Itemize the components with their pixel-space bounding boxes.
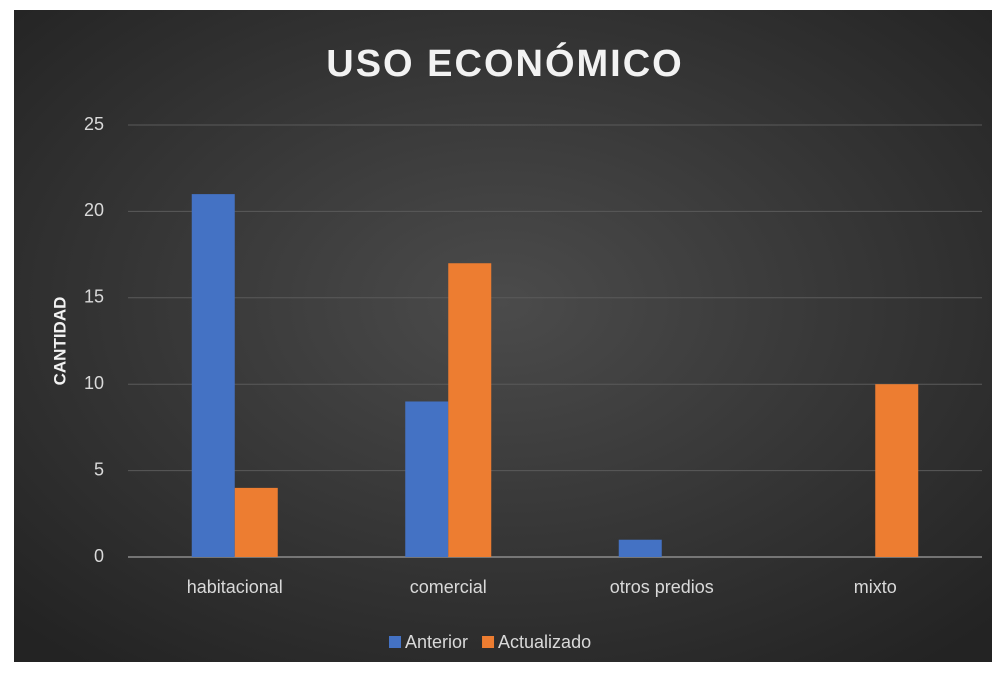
bar: [618, 539, 662, 557]
bar: [405, 401, 449, 557]
y-tick-label: 25: [84, 114, 104, 134]
y-axis-label: CANTIDAD: [50, 297, 69, 386]
bar: [191, 194, 235, 557]
legend-swatch: [389, 636, 401, 648]
y-tick-label: 0: [94, 546, 104, 566]
bar: [234, 487, 278, 557]
x-tick-label: comercial: [410, 577, 487, 597]
y-tick-label: 10: [84, 373, 104, 393]
bar: [448, 263, 492, 557]
bar: [875, 384, 919, 557]
legend-swatch: [482, 636, 495, 648]
x-tick-label: habitacional: [187, 577, 283, 597]
x-tick-label: otros predios: [610, 577, 714, 597]
chart-title: USO ECONÓMICO: [326, 41, 683, 85]
chart-background: [14, 10, 992, 662]
legend-label: Anterior: [405, 632, 468, 652]
y-tick-label: 20: [84, 200, 104, 220]
x-tick-label: mixto: [854, 577, 897, 597]
y-tick-label: 5: [94, 459, 104, 479]
y-tick-label: 15: [84, 287, 104, 307]
legend-label: Actualizado: [498, 632, 591, 652]
